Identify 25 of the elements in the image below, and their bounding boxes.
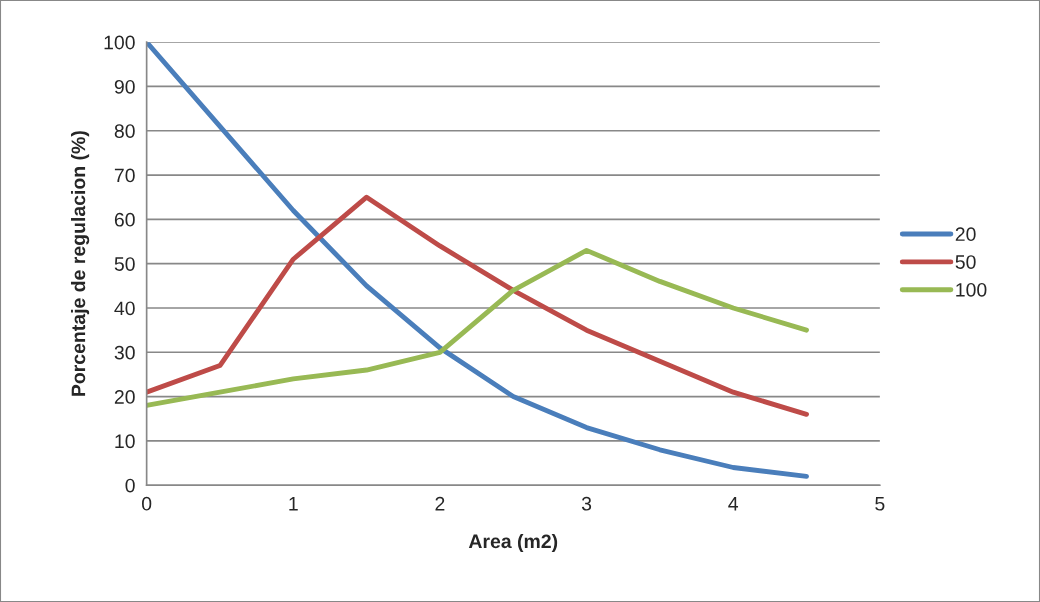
y-tick-label: 30 [114,345,135,360]
y-tick-label: 80 [114,124,135,138]
x-tick-label: 3 [581,496,592,511]
x-tick-label: 2 [435,496,445,511]
y-tick-label: 60 [114,212,135,227]
x-axis-title: Area (m2) [468,533,558,553]
line-series [146,247,809,408]
y-tick-label: 50 [114,257,135,271]
line-series [146,194,809,417]
x-tick-label: 5 [875,497,885,511]
y-tick-label: 100 [104,35,135,50]
legend-label: 20 [955,227,976,242]
y-tick-label: 70 [114,168,135,183]
x-tick-label: 4 [728,497,739,511]
x-tick-label: 1 [289,497,298,511]
x-tick-label: 0 [141,496,152,511]
y-tick-label: 40 [114,301,135,316]
legend-label: 100 [956,282,987,297]
y-tick-label: 20 [114,390,135,404]
y-axis-title: Porcentaje de regulacion (%) [70,131,90,396]
y-tick-label: 90 [114,79,135,94]
legend-label: 50 [955,255,976,269]
y-tick-label: 0 [125,478,135,493]
line-series [146,42,809,479]
y-tick-label: 10 [115,434,135,449]
